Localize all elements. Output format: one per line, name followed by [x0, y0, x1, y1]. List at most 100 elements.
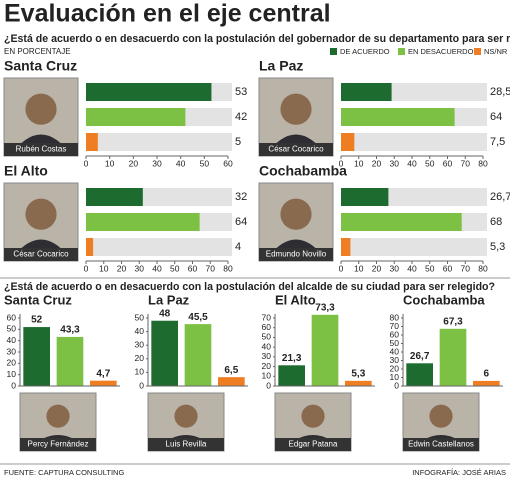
bar	[406, 363, 433, 386]
x-tick-label: 30	[152, 158, 162, 168]
person-name: César Cocarico	[13, 250, 69, 259]
x-tick-label: 60	[443, 263, 453, 273]
y-tick-label: 0	[139, 380, 144, 390]
x-tick-label: 30	[135, 263, 145, 273]
legend-swatch	[398, 48, 405, 55]
person-name: Percy Fernández	[28, 440, 89, 449]
photo-head	[25, 93, 57, 125]
y-tick-label: 10	[135, 367, 145, 377]
legend-swatch	[474, 48, 481, 55]
name-band	[4, 248, 78, 261]
x-tick-label: 50	[425, 263, 435, 273]
x-tick-label: 40	[407, 263, 417, 273]
value-label: 42	[235, 111, 247, 123]
bar	[341, 238, 351, 256]
y-tick-label: 10	[390, 372, 400, 382]
x-tick-label: 40	[152, 263, 162, 273]
value-label: 53	[235, 86, 247, 98]
bar	[23, 327, 50, 386]
bar	[439, 328, 467, 386]
name-band	[259, 143, 333, 156]
x-tick-label: 40	[407, 158, 417, 168]
y-tick-label: 70	[262, 312, 272, 322]
value-label: 73,3	[315, 302, 335, 313]
x-tick-label: 30	[390, 263, 400, 273]
chart-title: La Paz	[259, 58, 303, 74]
person-name: Edgar Patana	[289, 440, 338, 449]
bar	[184, 324, 212, 386]
bar	[311, 314, 339, 386]
chart-title: Santa Cruz	[4, 58, 77, 74]
name-band	[20, 438, 96, 451]
y-tick-label: 0	[394, 380, 399, 390]
y-tick-label: 20	[262, 361, 272, 371]
bar	[86, 188, 143, 206]
value-label: 52	[31, 315, 43, 326]
y-tick-label: 30	[390, 355, 400, 365]
y-tick-label: 0	[11, 380, 16, 390]
x-tick-label: 60	[223, 158, 233, 168]
value-label: 5,3	[490, 241, 505, 253]
y-tick-label: 40	[135, 326, 145, 336]
value-label: 43,3	[60, 325, 80, 336]
x-tick-label: 50	[200, 158, 210, 168]
name-band	[148, 438, 224, 451]
bar	[341, 133, 355, 151]
person-name: Edmundo Novillo	[266, 250, 327, 259]
value-label: 4,7	[96, 368, 110, 379]
x-tick-label: 80	[478, 263, 488, 273]
x-tick-label: 60	[443, 158, 453, 168]
y-tick-label: 70	[390, 321, 400, 331]
bar	[341, 83, 392, 101]
y-tick-label: 10	[7, 369, 17, 379]
photo-head	[25, 198, 57, 230]
value-label: 28,5	[490, 86, 510, 98]
legend-label: NS/NR	[484, 47, 508, 56]
value-label: 21,3	[282, 353, 302, 364]
y-tick-label: 60	[7, 312, 17, 322]
y-tick-label: 80	[390, 312, 400, 322]
x-tick-label: 20	[372, 158, 382, 168]
y-tick-label: 60	[390, 329, 400, 339]
y-tick-label: 50	[7, 324, 17, 334]
x-tick-label: 20	[117, 263, 127, 273]
bar	[86, 213, 200, 231]
bar	[86, 133, 98, 151]
bar	[341, 188, 389, 206]
chart-title: Cochabamba	[259, 163, 347, 179]
name-band	[4, 143, 78, 156]
person-name: Edwin Castellanos	[408, 440, 474, 449]
chart-title: La Paz	[148, 292, 190, 307]
bar-track	[341, 133, 487, 151]
value-label: 45,5	[188, 312, 208, 323]
x-tick-label: 70	[461, 263, 471, 273]
value-label: 26,7	[490, 191, 510, 203]
bar	[151, 320, 178, 386]
x-tick-label: 0	[84, 158, 89, 168]
x-tick-label: 0	[84, 263, 89, 273]
source: FUENTE: CAPTURA CONSULTING	[4, 468, 124, 477]
value-label: 6,5	[224, 365, 238, 376]
photo-head	[280, 198, 312, 230]
bar	[86, 83, 212, 101]
credit: INFOGRAFÍA: JOSÉ ARIAS	[412, 468, 506, 477]
x-tick-label: 40	[176, 158, 186, 168]
value-label: 32	[235, 191, 247, 203]
bar	[341, 108, 455, 126]
bar	[86, 238, 94, 256]
value-label: 4	[235, 241, 241, 253]
bar	[86, 108, 186, 126]
y-tick-label: 30	[262, 351, 272, 361]
value-label: 26,7	[410, 351, 430, 362]
value-label: 64	[490, 111, 502, 123]
x-tick-label: 0	[339, 158, 344, 168]
y-tick-label: 30	[7, 346, 17, 356]
value-label: 5,3	[351, 368, 365, 379]
x-tick-label: 10	[99, 263, 109, 273]
x-tick-label: 10	[354, 263, 364, 273]
y-tick-label: 20	[135, 353, 145, 363]
photo-head	[46, 404, 70, 428]
bar	[341, 213, 462, 231]
bar	[473, 380, 500, 386]
